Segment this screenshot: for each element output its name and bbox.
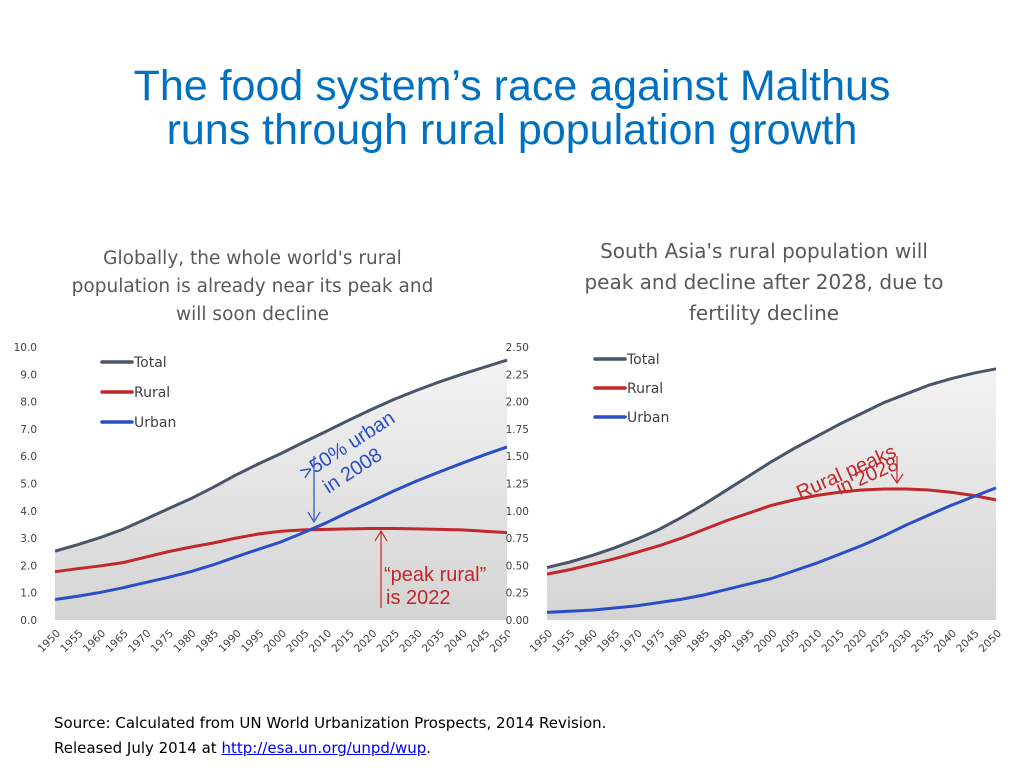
y-tick-label: 7.0 [20,424,37,436]
x-tick-label: 1960 [573,628,600,655]
x-tick-label: 1975 [149,628,176,655]
x-tick-label: 1970 [126,628,153,655]
legend-label-urban: Urban [627,410,669,426]
y-tick-label: 2.0 [20,560,37,572]
x-tick-label: 1955 [550,628,577,655]
source-line2-suffix: . [426,739,432,757]
x-tick-label: 2040 [442,628,469,655]
total-area-fill [547,368,996,620]
x-tick-label: 2000 [262,628,289,655]
y-tick-label: 2.00 [506,397,529,409]
x-tick-label: 1970 [617,628,644,655]
legend-label-rural: Rural [627,381,663,397]
x-tick-label: 2040 [932,628,959,655]
y-tick-label: 4.0 [20,506,37,518]
right-chart-title: South Asia's rural population will peak … [584,239,944,325]
y-tick-label: 5.0 [20,479,37,491]
x-tick-label: 1995 [239,628,266,655]
x-tick-label: 2005 [775,628,802,655]
x-tick-label: 1985 [194,628,221,655]
x-tick-label: 2050 [977,628,1004,655]
y-tick-label: 0.75 [506,533,529,545]
x-tick-label: 1950 [36,628,63,655]
x-tick-label: 1980 [171,628,198,655]
x-tick-label: 1990 [216,628,243,655]
x-tick-label: 2045 [954,628,981,655]
y-tick-label: 1.75 [506,424,529,436]
x-tick-label: 1960 [81,628,108,655]
x-tick-label: 2030 [397,628,424,655]
y-tick-label: 1.0 [20,588,37,600]
y-tick-label: 10.0 [14,342,37,354]
source-line2-prefix: Released July 2014 at [54,739,222,757]
x-tick-label: 2035 [420,628,447,655]
y-tick-label: 3.0 [20,533,37,545]
legend-label-total: Total [626,352,660,368]
source-link[interactable]: http://esa.un.org/unpd/wup [221,739,427,757]
total-area-fill [55,360,507,620]
x-tick-label: 1995 [730,628,757,655]
y-tick-label: 0.25 [506,588,529,600]
x-tick-label: 2015 [820,628,847,655]
annotation-arrowhead-rural [374,529,388,542]
x-tick-label: 2025 [864,628,891,655]
global-population-chart: 0.01.02.03.04.05.06.07.08.09.010.0195019… [14,342,510,655]
series-line-urban [546,486,997,614]
x-tick-label: 1975 [640,628,667,655]
x-tick-label: 1955 [58,628,85,655]
y-tick-label: 2.50 [506,342,529,354]
source-line2: Released July 2014 at http://esa.un.org/… [54,736,606,761]
source-line1: Source: Calculated from UN World Urbaniz… [54,714,607,732]
x-tick-label: 2020 [352,628,379,655]
series-line-rural [54,527,508,574]
slide-title-line2: runs through rural population growth [166,106,858,154]
x-tick-label: 1990 [707,628,734,655]
y-tick-label: 0.0 [20,615,37,627]
x-tick-label: 2020 [842,628,869,655]
y-tick-label: 1.25 [506,479,529,491]
annotation-peak-rural-year: is 2022 [386,587,451,609]
legend-label-urban: Urban [134,415,176,431]
series-line-rural [546,487,997,576]
annotation-arrowhead-urban [307,511,321,524]
x-tick-label: 1980 [662,628,689,655]
legend-label-total: Total [133,355,167,371]
x-tick-label: 2030 [887,628,914,655]
x-tick-label: 1965 [103,628,130,655]
x-tick-label: 2015 [329,628,356,655]
series-line-total [546,367,997,570]
y-tick-label: 2.25 [506,369,529,381]
y-tick-label: 0.00 [506,615,529,627]
y-tick-label: 0.50 [506,560,529,572]
slide-title: The food system’s race against Malthus r… [0,64,1024,152]
left-chart-title: Globally, the whole world's rural popula… [71,248,434,325]
y-tick-label: 9.0 [20,369,37,381]
annotation-arrowhead-rural-peak [890,473,904,485]
x-tick-label: 2010 [797,628,824,655]
y-tick-label: 1.50 [506,451,529,463]
x-tick-label: 2005 [284,628,311,655]
x-tick-label: 2000 [752,628,779,655]
slide-title-line1: The food system’s race against Malthus [133,62,891,110]
source-note: Source: Calculated from UN World Urbaniz… [54,711,606,761]
x-tick-label: 2010 [307,628,334,655]
y-tick-label: 8.0 [20,397,37,409]
legend-label-rural: Rural [134,385,170,401]
x-tick-label: 1985 [685,628,712,655]
y-tick-label: 1.00 [506,506,529,518]
series-line-total [54,358,508,553]
series-line-urban [54,445,508,602]
y-tick-label: 6.0 [20,451,37,463]
x-tick-label: 2025 [375,628,402,655]
x-tick-label: 2035 [909,628,936,655]
south-asia-population-chart: 0.00 0.25 0.50 0.75 1.00 1.25 1.50 1.75 2.00 2.25… [506,342,1004,655]
annotation-peak-rural: “peak rural” [384,564,486,586]
x-tick-label: 1950 [528,628,555,655]
x-tick-label: 1965 [595,628,622,655]
x-tick-label: 2045 [465,628,492,655]
